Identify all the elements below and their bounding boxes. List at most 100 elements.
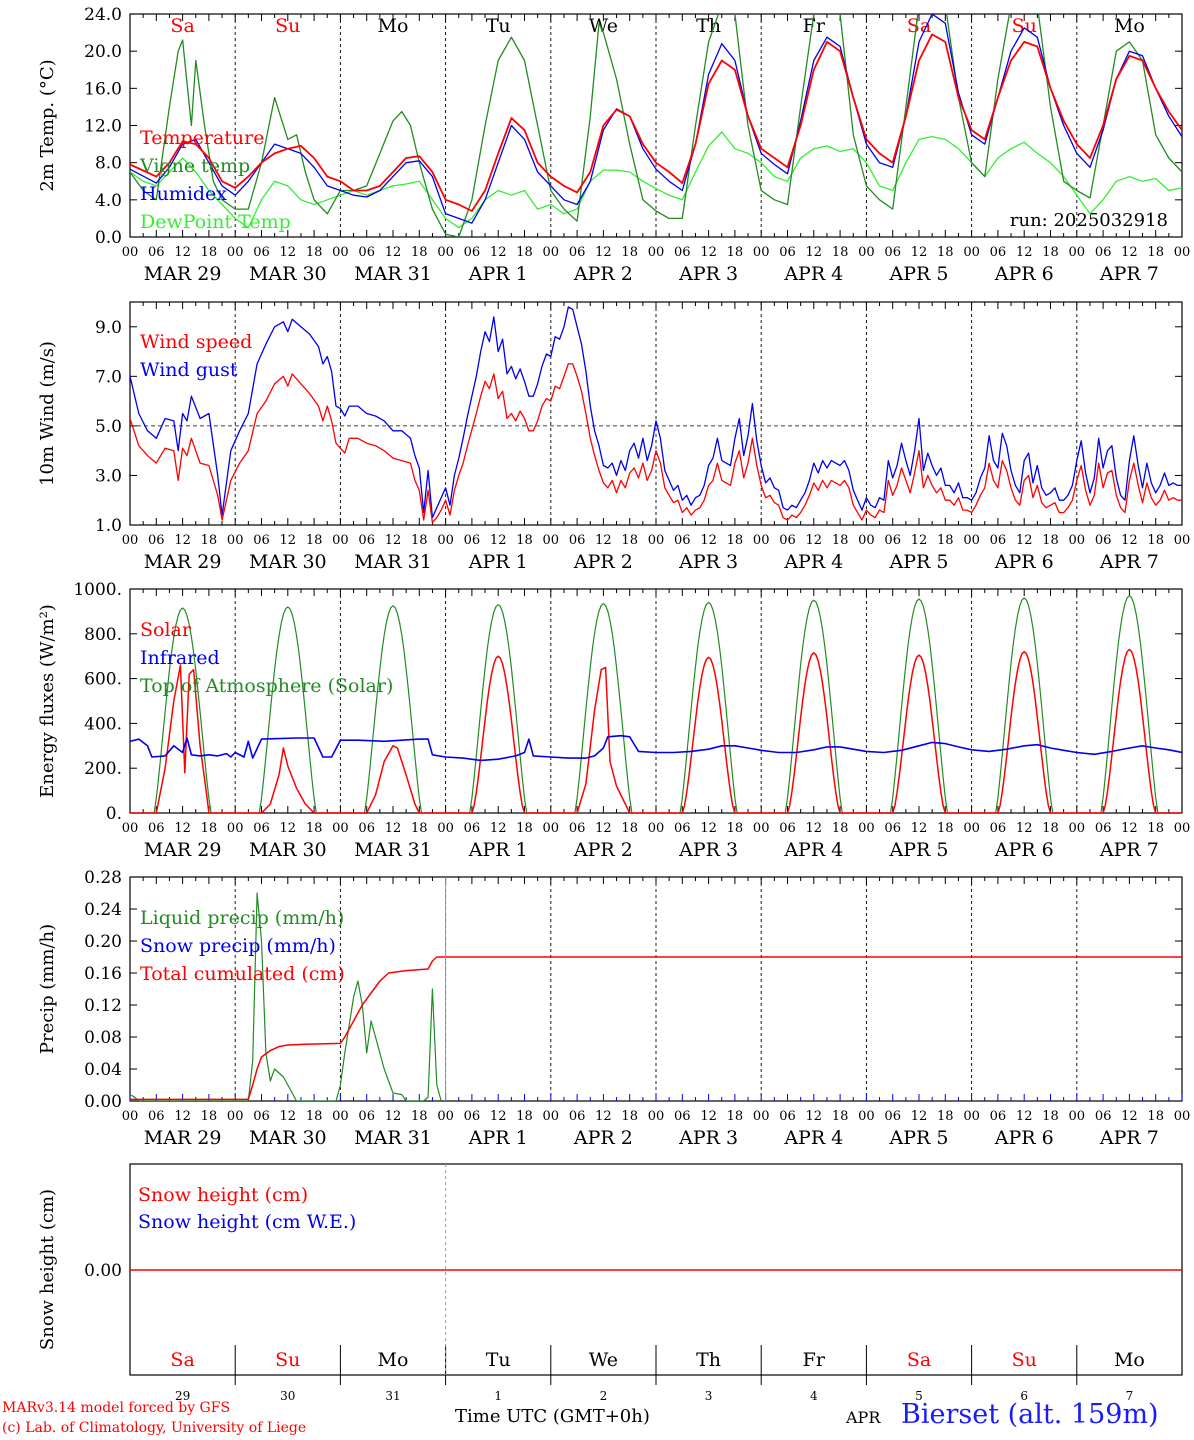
hour-tick-label: 12 [911,821,928,836]
hour-tick-label: 18 [201,1109,218,1124]
hour-tick-label: 06 [884,533,901,548]
hour-tick-label: 06 [464,533,481,548]
hour-tick-label: 12 [595,821,612,836]
hour-tick-label: 12 [174,245,191,260]
hour-tick-label: 12 [1016,1109,1033,1124]
date-label: APR 5 [889,1127,949,1149]
hour-tick-label: 00 [858,1109,875,1124]
weekday-label: Th [696,15,721,37]
date-label: APR 4 [783,839,843,861]
y-tick-label: 0.12 [84,996,122,1016]
y-tick-label: 0.20 [84,932,122,952]
legend-entry: Liquid precip (mm/h) [140,907,344,929]
y-tick-label: 200. [84,759,122,779]
hour-tick-label: 00 [1174,533,1191,548]
hour-tick-label: 06 [884,245,901,260]
hour-tick-label: 12 [174,533,191,548]
date-label: APR 1 [468,1127,528,1149]
date-label: APR 7 [1099,551,1159,573]
weekday-label: Mo [378,15,409,37]
hour-tick-label: 06 [148,533,165,548]
hour-tick-label: 18 [1042,1109,1059,1124]
hour-tick-label: 06 [674,245,691,260]
y-tick-label: 0.08 [84,1028,122,1048]
hour-tick-label: 00 [1069,1109,1086,1124]
hour-tick-label: 18 [1147,533,1164,548]
hour-tick-label: 00 [543,1109,560,1124]
hour-tick-label: 00 [543,821,560,836]
hour-tick-label: 06 [253,533,270,548]
hour-tick-label: 06 [884,821,901,836]
legend-entry: DewPoint Temp [140,211,291,233]
date-label: APR 5 [889,551,949,573]
hour-tick-label: 18 [727,533,744,548]
date-label: APR 6 [994,839,1054,861]
hour-tick-label: 18 [516,533,533,548]
weekday-label: Fr [803,1349,826,1371]
hour-tick-label: 18 [1042,821,1059,836]
weekday-label: Sa [907,1349,931,1371]
hour-tick-label: 06 [884,1109,901,1124]
y-tick-label: 0.16 [84,964,122,984]
hour-tick-label: 18 [832,245,849,260]
hour-tick-label: 00 [1174,245,1191,260]
day-number-label: 31 [385,1389,400,1403]
hour-tick-label: 12 [806,245,823,260]
hour-tick-label: 00 [963,821,980,836]
hour-tick-label: 00 [1069,533,1086,548]
hour-tick-label: 00 [1174,821,1191,836]
hour-tick-label: 06 [358,821,375,836]
hour-tick-label: 18 [1147,245,1164,260]
date-label: MAR 31 [354,551,432,573]
day-number-label: 4 [810,1389,818,1403]
run-label: run: 2025032918 [1010,210,1168,231]
hour-tick-label: 06 [148,821,165,836]
hour-tick-label: 18 [1147,821,1164,836]
hour-tick-label: 12 [700,245,717,260]
hour-tick-label: 18 [727,821,744,836]
date-label: MAR 29 [144,839,222,861]
hour-tick-label: 18 [411,245,428,260]
hour-tick-label: 06 [569,821,586,836]
y-tick-label: 1000. [73,580,122,600]
hour-tick-label: 12 [595,245,612,260]
hour-tick-label: 00 [963,1109,980,1124]
hour-tick-label: 06 [148,245,165,260]
hour-tick-label: 06 [253,245,270,260]
date-label: MAR 30 [249,1127,327,1149]
hour-tick-label: 00 [543,533,560,548]
hour-tick-label: 00 [858,245,875,260]
hour-tick-label: 00 [648,245,665,260]
hour-tick-label: 12 [806,533,823,548]
day-number-label: 6 [1020,1389,1028,1403]
hour-tick-label: 12 [385,245,402,260]
hour-tick-label: 00 [753,821,770,836]
temp-series-2 [130,14,1182,224]
y-tick-label: 0.00 [84,1092,122,1112]
hour-tick-label: 12 [1016,821,1033,836]
weekday-label: Mo [1114,15,1145,37]
hour-tick-label: 12 [1121,245,1138,260]
date-label: APR 5 [889,839,949,861]
hour-tick-label: 12 [595,533,612,548]
time-axis-title: Time UTC (GMT+0h) [455,1406,650,1427]
wind-series-1 [130,306,1182,519]
hour-tick-label: 06 [1095,1109,1112,1124]
y-tick-label: 16.0 [84,79,122,99]
hour-tick-label: 18 [1042,533,1059,548]
legend-entry: Wind speed [140,331,252,353]
hour-tick-label: 06 [674,1109,691,1124]
hour-tick-label: 06 [569,1109,586,1124]
solar-line [130,648,1182,813]
hour-tick-label: 06 [990,533,1007,548]
weekday-label: We [589,15,618,37]
station-name: Bierset (alt. 159m) [901,1399,1159,1430]
date-label: APR 4 [783,263,843,285]
y-tick-label: 24.0 [84,5,122,25]
date-label: APR 4 [783,551,843,573]
hour-tick-label: 12 [1016,245,1033,260]
y-tick-label: 600. [84,670,122,690]
hour-tick-label: 18 [621,245,638,260]
hour-tick-label: 12 [911,245,928,260]
